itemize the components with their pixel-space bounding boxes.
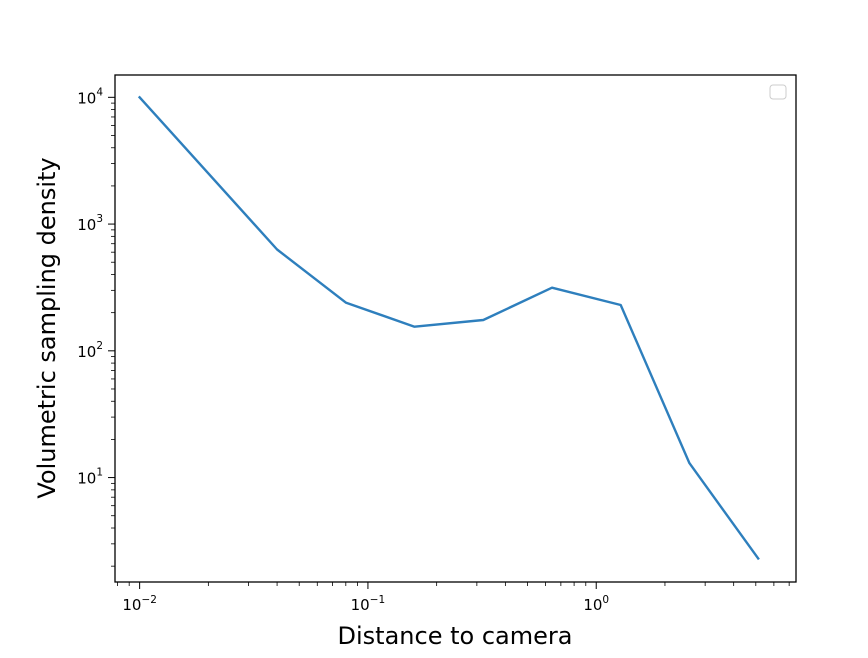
y-tick-base: 10	[77, 343, 96, 361]
y-tick-label: 101	[77, 467, 103, 488]
y-tick-label: 102	[77, 340, 103, 361]
y-tick-label: 103	[77, 213, 103, 234]
y-tick-label: 104	[77, 86, 103, 107]
x-tick-exponent: 0	[602, 594, 609, 606]
plot-frame	[114, 74, 797, 583]
series-layer	[137, 95, 760, 561]
y-tick-base: 10	[77, 216, 96, 234]
y-tick-exponent: 1	[96, 467, 103, 479]
x-tick-base: 10	[351, 596, 370, 614]
legend-box	[769, 84, 787, 100]
y-tick-exponent: 4	[96, 86, 103, 98]
x-tick-label: 10−2	[122, 594, 157, 614]
x-tick-exponent: −2	[141, 594, 156, 606]
minor-ticks	[111, 102, 790, 586]
x-tick-base: 10	[122, 596, 141, 614]
y-axis-label: Volumetric sampling density	[33, 157, 61, 498]
y-tick-base: 10	[77, 89, 96, 107]
y-tick-base: 10	[77, 470, 96, 488]
x-axis-label: Distance to camera	[338, 622, 573, 650]
x-tick-exponent: −1	[370, 594, 385, 606]
x-tick-base: 10	[583, 596, 602, 614]
y-tick-exponent: 3	[96, 213, 103, 225]
series-line	[137, 95, 760, 561]
x-tick-label: 100	[583, 594, 609, 614]
x-tick-label: 10−1	[351, 594, 386, 614]
y-tick-exponent: 2	[96, 340, 103, 352]
